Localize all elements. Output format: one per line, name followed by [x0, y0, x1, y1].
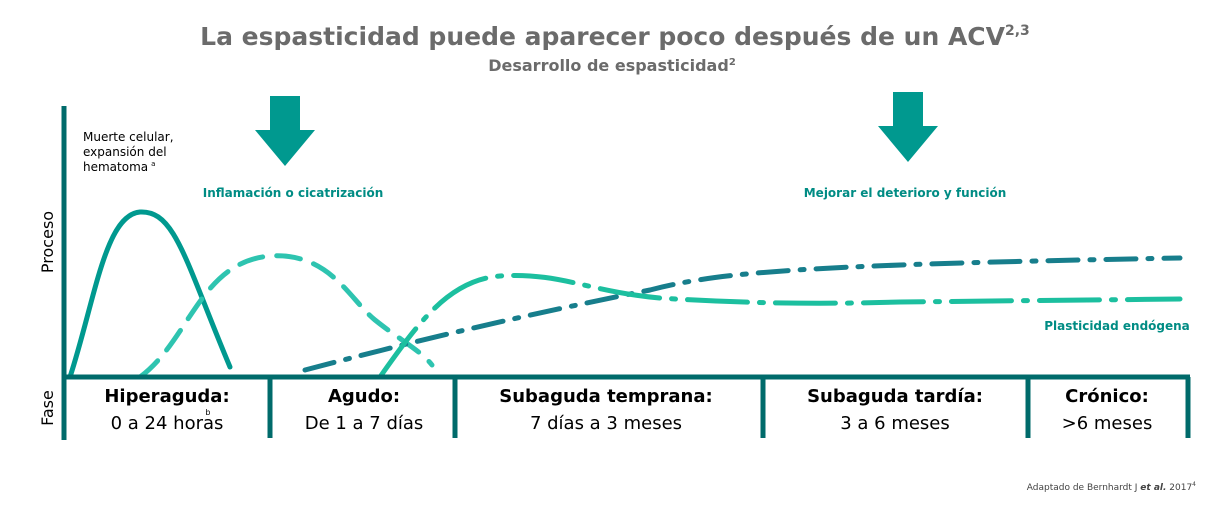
annotation: Muerte celular, expansión del hematoma a — [83, 130, 174, 174]
annotation-sup: a — [151, 160, 155, 168]
subtitle: Desarrollo de espasticidad2 — [488, 56, 736, 75]
title: La espasticidad puede aparecer poco desp… — [200, 22, 1030, 51]
axis-label: Fase — [38, 390, 57, 426]
source-italic: et al. — [1140, 483, 1166, 493]
arrow — [878, 92, 938, 162]
annotation: Inflamación o cicatrización — [203, 186, 384, 200]
phase-range: 7 días a 3 meses — [530, 413, 682, 434]
phase-range-text: 0 a 24 horas — [111, 413, 224, 434]
annotation: Mejorar el deterioro y función — [804, 186, 1007, 200]
subtitle-sup: 2 — [729, 57, 736, 68]
phase-name: Hiperaguda: — [104, 386, 229, 407]
phase-range: 3 a 6 meses — [840, 413, 950, 434]
annotation: Plasticidad endógena — [1044, 319, 1190, 333]
phase-name: Subaguda temprana: — [499, 386, 712, 407]
phase-range: 0 a 24 horasb — [111, 408, 224, 434]
curve — [67, 209, 233, 380]
title-sup: 2,3 — [1005, 23, 1030, 39]
axis-label: Proceso — [38, 211, 57, 273]
separators — [267, 377, 1191, 438]
source-year: 2017 — [1166, 483, 1192, 493]
source: Adaptado de Bernhardt J et al. 20174 — [1027, 481, 1196, 493]
source-sup: 4 — [1192, 481, 1196, 488]
phase-sup: b — [205, 408, 210, 417]
title-text: La espasticidad puede aparecer poco desp… — [200, 22, 1005, 51]
phase-name: Crónico: — [1065, 386, 1149, 407]
phases: Hiperaguda: 0 a 24 horasb Agudo: De 1 a … — [104, 386, 1152, 434]
subtitle-text: Desarrollo de espasticidad — [488, 56, 729, 75]
phase-range: De 1 a 7 días — [305, 413, 424, 434]
phase-name: Subaguda tardía: — [807, 386, 983, 407]
annotation-line: hematoma — [83, 160, 148, 174]
curve — [377, 272, 1183, 380]
phase-range: >6 meses — [1062, 413, 1153, 434]
annotation-line: Muerte celular, — [83, 130, 174, 144]
arrow — [255, 96, 315, 166]
source-text: Adaptado de Bernhardt J — [1027, 483, 1141, 493]
annotation-line: expansión del — [83, 145, 167, 159]
curve — [137, 253, 435, 380]
curve — [302, 255, 1183, 373]
phase-name: Agudo: — [328, 386, 400, 407]
